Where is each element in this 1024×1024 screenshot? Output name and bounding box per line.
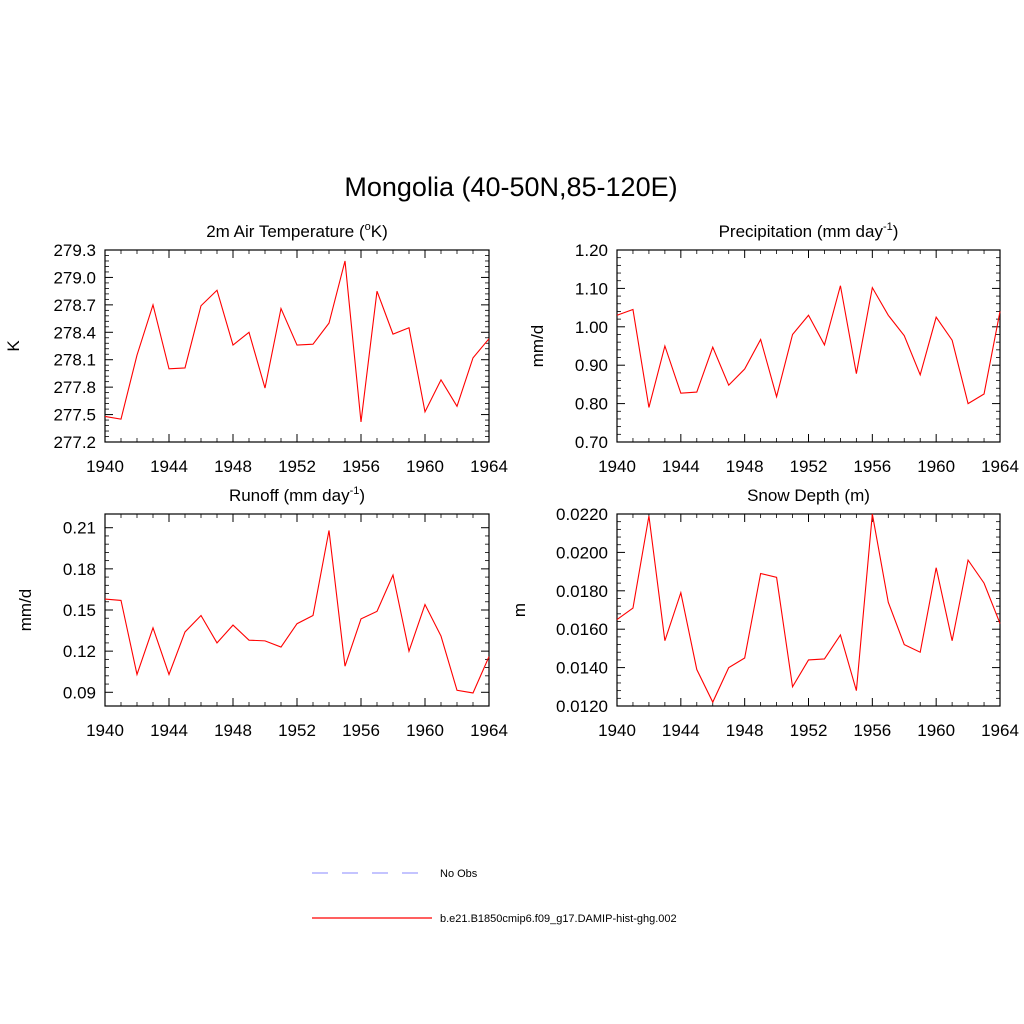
x-tick-label: 1944 (662, 457, 700, 476)
x-tick-label: 1960 (917, 457, 955, 476)
panels: 2m Air Temperature (oK) K 1940 1944 1948 1952… (4, 221, 1019, 740)
x-tick-label: 1956 (853, 721, 891, 740)
x-tick-label: 1960 (917, 721, 955, 740)
panel-title-suffix: K) (371, 222, 388, 241)
panel-title-main: Snow Depth (m) (747, 486, 870, 505)
y-tick-label: 0.12 (63, 642, 96, 661)
y-tick-label: 0.0160 (556, 620, 608, 639)
x-tick-label: 1952 (790, 721, 828, 740)
plot-frame (616, 513, 1001, 707)
y-tick-label: 0.0140 (556, 659, 608, 678)
panel-title-suffix: ) (359, 486, 365, 505)
plot-frame (104, 249, 490, 443)
series-line (104, 260, 490, 422)
x-tick-label: 1940 (86, 721, 124, 740)
x-tick-label: 1960 (406, 457, 444, 476)
x-tick-label: 1952 (278, 457, 316, 476)
x-tick-label: 1964 (981, 457, 1019, 476)
panel-2: Precipitation (mm day-1) mm/d 1940 1944 1948… (528, 221, 1019, 476)
series-line (104, 530, 490, 694)
y-tick-label: 0.70 (575, 433, 608, 452)
panel-title-main: 2m Air Temperature ( (206, 222, 365, 241)
x-tick-label: 1952 (790, 457, 828, 476)
panel-title-superscript: o (365, 221, 371, 233)
panel-title: Snow Depth (m) (747, 486, 870, 505)
y-tick-label: 277.5 (53, 406, 96, 425)
x-tick-label: 1948 (726, 721, 764, 740)
x-tick-label: 1956 (342, 457, 380, 476)
x-tick-label: 1940 (86, 457, 124, 476)
y-tick-label: 1.00 (575, 318, 608, 337)
figure-title: Mongolia (40-50N,85-120E) (344, 172, 677, 202)
x-tick-label: 1956 (853, 457, 891, 476)
y-axis-label: mm/d (16, 589, 35, 632)
y-tick-label: 277.2 (53, 433, 96, 452)
y-tick-label: 279.0 (53, 268, 96, 287)
y-axis-label: mm/d (528, 325, 547, 368)
panel-title-main: Precipitation (mm day (719, 222, 884, 241)
y-tick-label: 1.10 (575, 279, 608, 298)
y-tick-label: 278.4 (53, 323, 96, 342)
legend-label: b.e21.B1850cmip6.f09_g17.DAMIP-hist-ghg.… (440, 913, 677, 925)
x-tick-label: 1944 (662, 721, 700, 740)
x-tick-label: 1956 (342, 721, 380, 740)
panel-title: 2m Air Temperature (oK) (206, 221, 388, 241)
y-tick-label: 278.7 (53, 296, 96, 315)
x-tick-label: 1944 (150, 721, 188, 740)
y-tick-label: 0.0220 (556, 505, 608, 524)
x-tick-label: 1948 (214, 457, 252, 476)
y-tick-label: 278.1 (53, 351, 96, 370)
panel-3: Runoff (mm day-1) mm/d 1940 1944 1948 1952 195… (16, 485, 508, 740)
y-tick-label: 277.8 (53, 378, 96, 397)
legend-label: No Obs (440, 868, 478, 880)
series-line (616, 285, 1001, 408)
panel-1: 2m Air Temperature (oK) K 1940 1944 1948 1952… (4, 221, 508, 476)
panel-title-superscript: -1 (350, 485, 360, 497)
x-tick-label: 1952 (278, 721, 316, 740)
x-tick-label: 1940 (598, 721, 636, 740)
y-tick-label: 0.0200 (556, 543, 608, 562)
legend: No Obs b.e21.B1850cmip6.f09_g17.DAMIP-his… (312, 868, 677, 925)
panel-title-suffix: ) (893, 222, 899, 241)
plot-frame (616, 249, 1001, 443)
y-tick-label: 0.80 (575, 395, 608, 414)
y-tick-label: 0.0180 (556, 582, 608, 601)
plot-frame (104, 513, 490, 707)
y-tick-label: 0.0120 (556, 697, 608, 716)
y-tick-label: 0.90 (575, 356, 608, 375)
y-tick-label: 1.20 (575, 241, 608, 260)
series-line (616, 513, 1001, 704)
x-tick-label: 1944 (150, 457, 188, 476)
x-tick-label: 1964 (470, 457, 508, 476)
panel-title-superscript: -1 (883, 221, 893, 233)
y-axis-label: K (4, 340, 23, 352)
y-tick-label: 0.21 (63, 519, 96, 538)
panel-title-main: Runoff (mm day (229, 486, 350, 505)
panel-4: Snow Depth (m) m 1940 1944 1948 1952 1956 1960 1… (510, 486, 1019, 740)
x-tick-label: 1948 (214, 721, 252, 740)
y-axis-label: m (510, 603, 529, 617)
x-tick-label: 1964 (981, 721, 1019, 740)
panel-title: Runoff (mm day-1) (229, 485, 365, 505)
x-tick-label: 1948 (726, 457, 764, 476)
y-tick-label: 279.3 (53, 241, 96, 260)
x-tick-label: 1960 (406, 721, 444, 740)
x-tick-label: 1964 (470, 721, 508, 740)
y-tick-label: 0.18 (63, 560, 96, 579)
y-tick-label: 0.15 (63, 601, 96, 620)
x-tick-label: 1940 (598, 457, 636, 476)
y-tick-label: 0.09 (63, 683, 96, 702)
panel-title: Precipitation (mm day-1) (719, 221, 899, 241)
